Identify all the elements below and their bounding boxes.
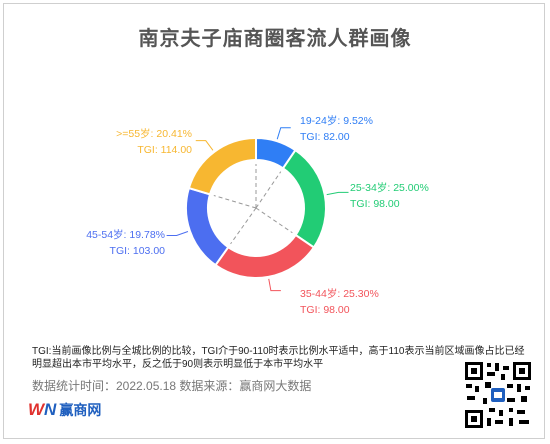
leader-lines [166, 127, 349, 292]
slice-label: 45-54岁: 19.78% [86, 229, 165, 241]
inner-spoke [255, 171, 282, 209]
tgi-note: TGI:当前画像比例与全城比例的比较，TGI介于90-110时表示比例水平适中，… [32, 346, 525, 370]
chart-frame [3, 3, 545, 439]
slice-label: 35-44岁: 25.30% [300, 288, 379, 300]
chart-title: 南京夫子庙商圈客流人群画像 [138, 28, 412, 50]
slice-tgi: TGI: 98.00 [300, 304, 350, 316]
slice-tgi: TGI: 98.00 [350, 198, 400, 210]
logo-text: 赢商网 [59, 402, 102, 418]
donut-slice [281, 148, 327, 249]
inner-spokes [213, 164, 293, 245]
leader-line [276, 127, 291, 140]
inner-spoke [213, 195, 257, 209]
slice-tgi: TGI: 82.00 [300, 131, 350, 143]
leader-line [268, 278, 281, 292]
leader-line [195, 140, 214, 151]
slice-label: >=55岁: 20.41% [116, 128, 192, 140]
donut-slice [187, 136, 257, 196]
brand-logo: WN 赢商网 [28, 400, 101, 420]
footer-source: 数据统计时间：2022.05.18 数据来源：赢商网大数据 [32, 379, 312, 393]
logo-mark-w: W [28, 400, 45, 419]
donut-slices [185, 136, 327, 279]
inner-spoke [230, 207, 257, 245]
slice-label: 25-34岁: 25.00% [350, 182, 429, 194]
inner-spoke [255, 207, 293, 234]
slice-tgi: TGI: 103.00 [109, 245, 165, 257]
leader-line [326, 191, 349, 196]
donut-slice [185, 186, 230, 267]
leader-line [166, 231, 189, 236]
slice-tgi: TGI: 114.00 [137, 144, 192, 156]
slice-label: 19-24岁: 9.52% [300, 115, 373, 127]
donut-slice [214, 233, 316, 279]
qr-code-icon [463, 360, 533, 430]
logo-mark-n: N [44, 400, 57, 419]
